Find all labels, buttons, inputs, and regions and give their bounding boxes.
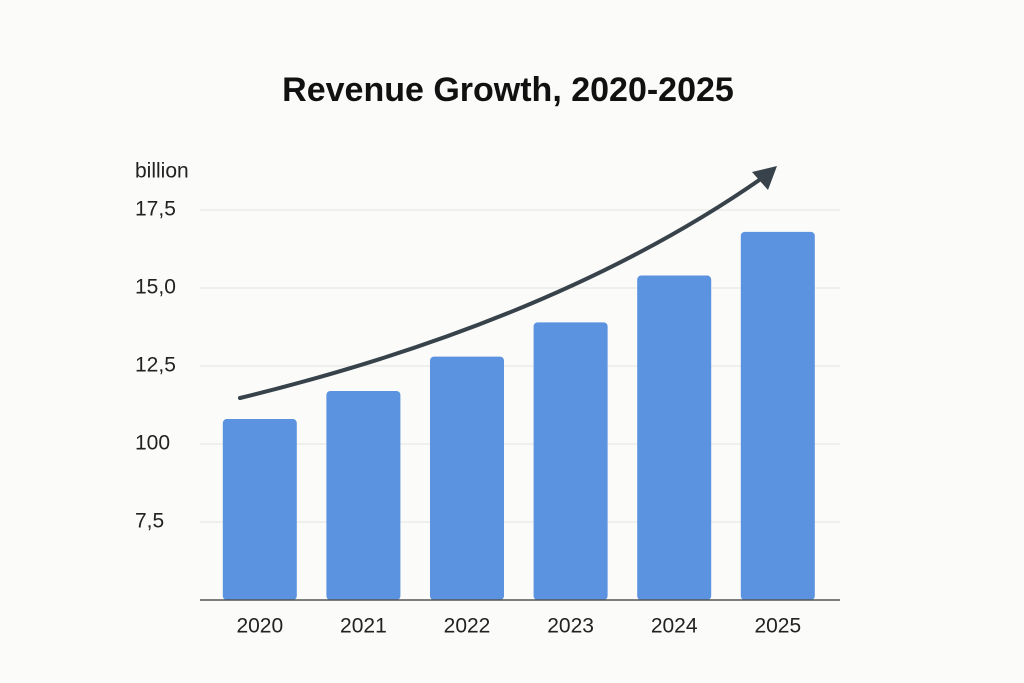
bar bbox=[430, 356, 504, 600]
x-tick-label: 2025 bbox=[754, 615, 801, 638]
y-axis-label: billion bbox=[135, 160, 189, 183]
bar bbox=[740, 231, 815, 600]
x-tick-label: 2021 bbox=[340, 615, 387, 638]
y-tick-label: 7,5 bbox=[135, 510, 164, 533]
y-tick-label: 100 bbox=[135, 432, 170, 455]
y-tick-label: 17,5 bbox=[135, 198, 176, 221]
bar bbox=[637, 275, 712, 600]
x-tick-label: 2022 bbox=[444, 615, 491, 638]
x-tick-label: 2024 bbox=[651, 615, 698, 638]
bar bbox=[326, 390, 401, 600]
plot: 7,5 100 12,5 15,0 17,5 2020 2021 2022 2023 2024 20… bbox=[135, 198, 840, 638]
bar bbox=[533, 322, 608, 600]
chart-title: Revenue Growth, 2020-2025 bbox=[282, 71, 734, 109]
y-tick-label: 12,5 bbox=[135, 354, 176, 377]
x-tick-label: 2023 bbox=[547, 615, 594, 638]
arrow-head bbox=[752, 166, 777, 190]
bar bbox=[222, 419, 297, 600]
trend-arrow bbox=[238, 174, 767, 400]
x-tick-label: 2020 bbox=[236, 615, 283, 638]
y-tick-label: 15,0 bbox=[135, 276, 176, 299]
